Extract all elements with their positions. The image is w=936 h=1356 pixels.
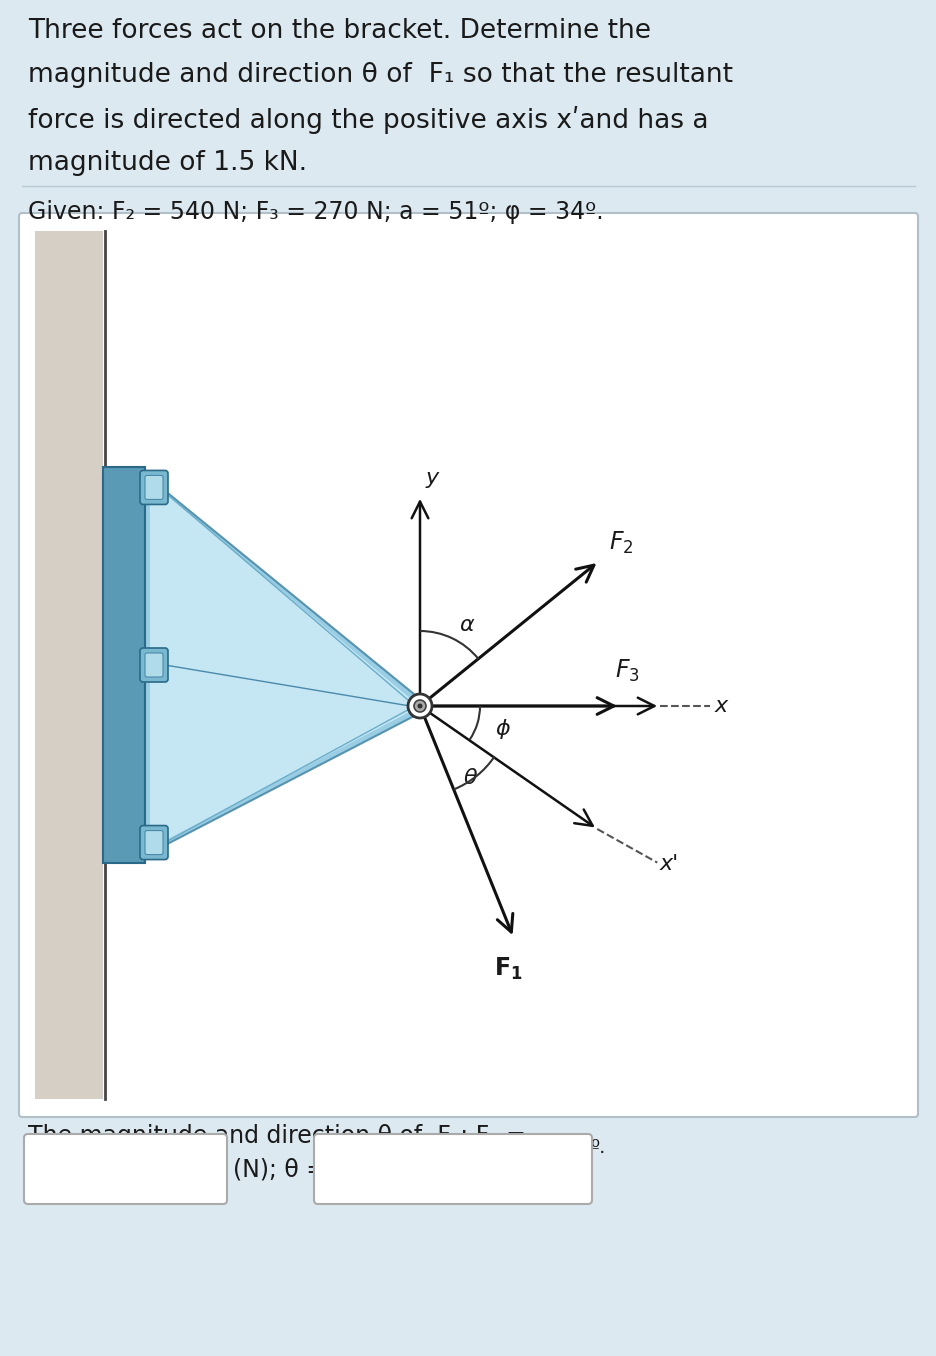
Text: º.: º.	[590, 1138, 605, 1157]
Text: $\theta$: $\theta$	[462, 767, 477, 788]
FancyBboxPatch shape	[139, 648, 168, 682]
Text: magnitude of 1.5 kN.: magnitude of 1.5 kN.	[28, 151, 307, 176]
FancyBboxPatch shape	[314, 1134, 592, 1204]
FancyBboxPatch shape	[139, 826, 168, 860]
Text: (N); θ =: (N); θ =	[233, 1157, 326, 1181]
Circle shape	[414, 700, 426, 712]
FancyBboxPatch shape	[145, 654, 163, 677]
Circle shape	[417, 704, 422, 708]
Text: $F_3$: $F_3$	[614, 658, 639, 683]
Text: Three forces act on the bracket. Determine the: Three forces act on the bracket. Determi…	[28, 18, 651, 43]
FancyBboxPatch shape	[145, 476, 163, 499]
Bar	[35, 231, 103, 1098]
Text: y: y	[426, 468, 439, 488]
Text: $\alpha$: $\alpha$	[459, 614, 475, 635]
FancyBboxPatch shape	[145, 831, 163, 854]
Text: $F_2$: $F_2$	[608, 530, 633, 556]
Polygon shape	[150, 481, 417, 849]
Text: $\mathbf{F_1}$: $\mathbf{F_1}$	[494, 956, 522, 982]
Bar	[103, 468, 145, 862]
FancyBboxPatch shape	[139, 471, 168, 504]
Polygon shape	[103, 475, 419, 856]
Text: Given: F₂ = 540 N; F₃ = 270 N; a = 51º; φ = 34º.: Given: F₂ = 540 N; F₃ = 270 N; a = 51º; …	[28, 199, 603, 224]
Text: x': x'	[659, 854, 678, 873]
Text: magnitude and direction θ of  F₁ so that the resultant: magnitude and direction θ of F₁ so that …	[28, 62, 732, 88]
Text: x: x	[714, 696, 727, 716]
Text: The magnitude and direction θ of  F₁: F₁ =: The magnitude and direction θ of F₁: F₁ …	[28, 1124, 525, 1149]
Circle shape	[407, 694, 431, 717]
Text: $\phi$: $\phi$	[494, 717, 510, 740]
FancyBboxPatch shape	[19, 213, 917, 1117]
Text: force is directed along the positive axis xʹand has a: force is directed along the positive axi…	[28, 106, 708, 134]
FancyBboxPatch shape	[24, 1134, 227, 1204]
